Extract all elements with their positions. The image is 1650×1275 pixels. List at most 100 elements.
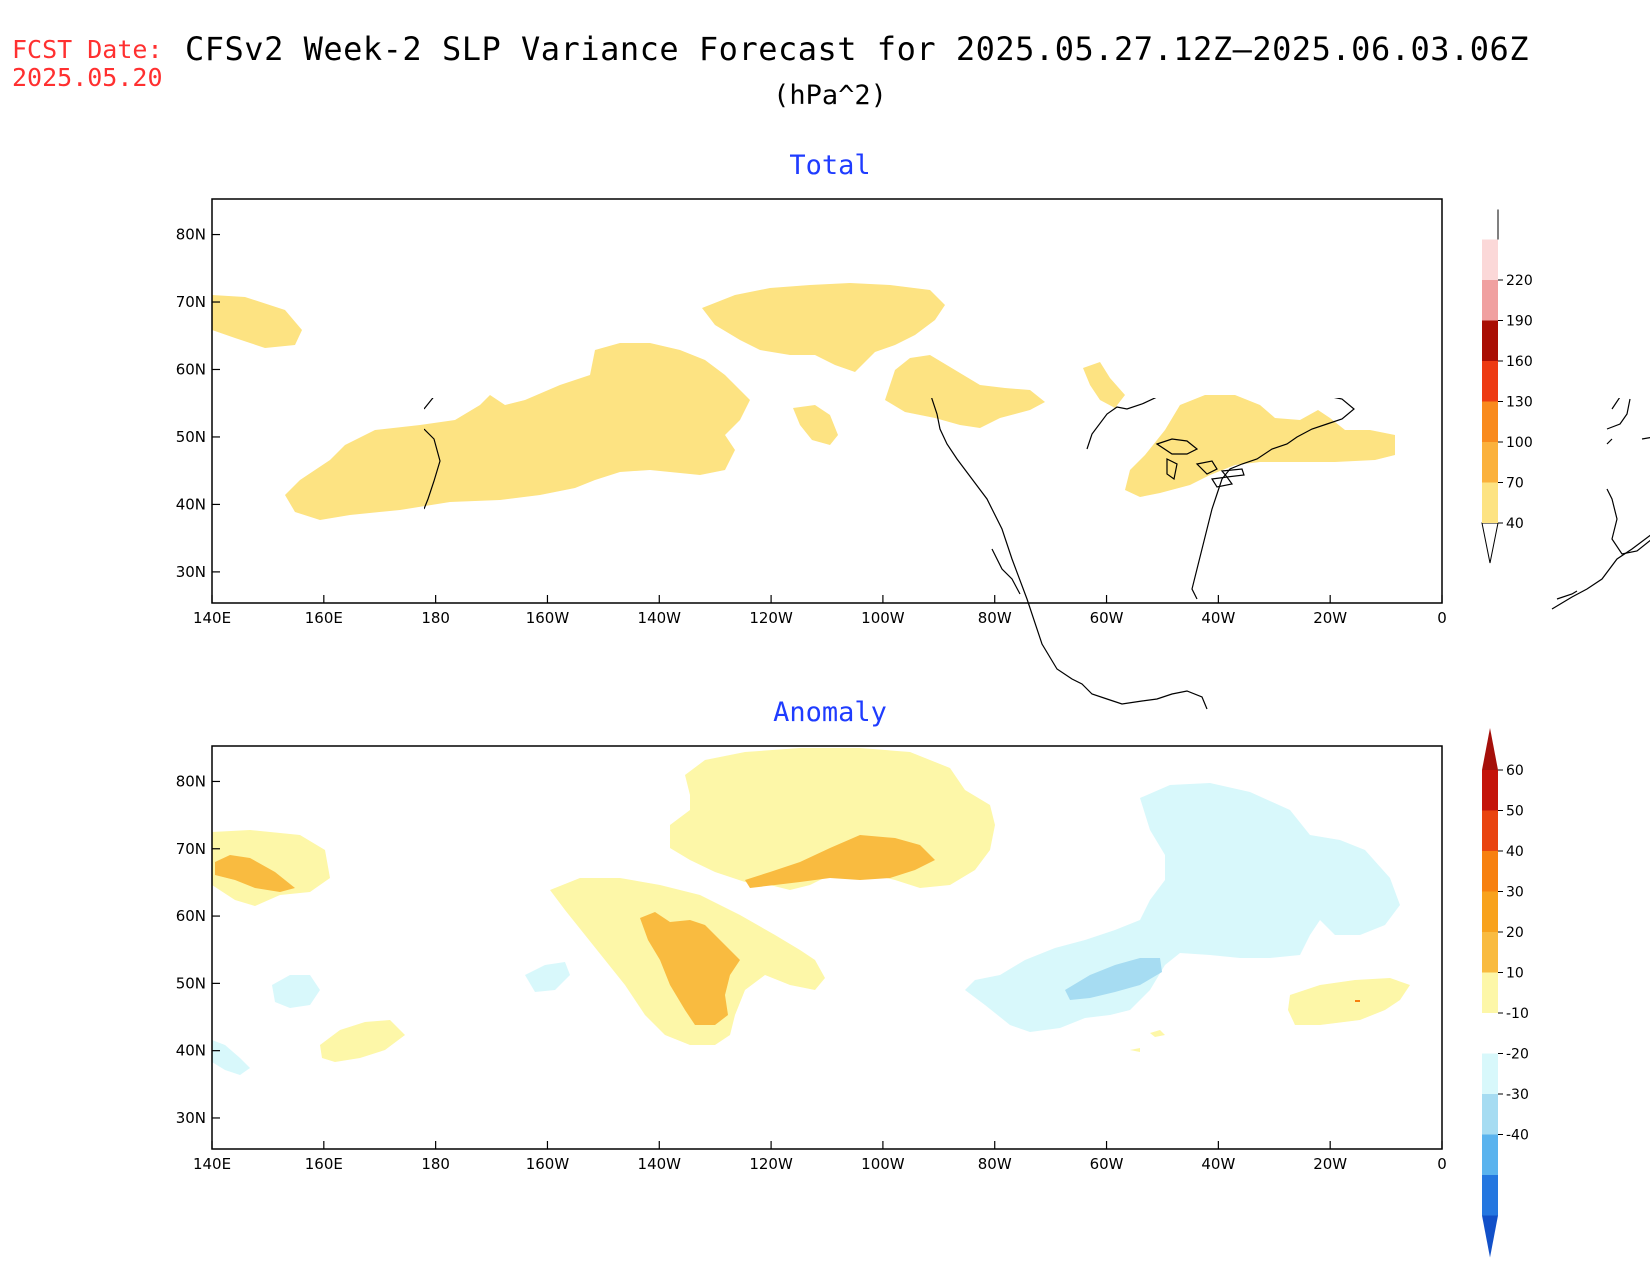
lat-tick-label: 60N: [176, 907, 206, 925]
lon-tick-label: 160E: [305, 1155, 343, 1173]
lat-tick-label: 70N: [176, 293, 206, 311]
lat-tick-label: 30N: [176, 1109, 206, 1127]
shade-neg10-20: [212, 1040, 250, 1075]
colorbar-total-label: 190: [1506, 314, 1533, 330]
shade-neg20-30: [1065, 958, 1162, 1000]
lat-tick-label: 70N: [176, 840, 206, 858]
panel-title-anomaly: Anomaly: [773, 697, 887, 728]
lon-tick-label: 140E: [193, 1155, 231, 1173]
colorbar-anomaly-label: 40: [1506, 844, 1524, 860]
colorbar-total-label: 40: [1506, 516, 1524, 532]
shading-total: [212, 283, 1395, 520]
plot-frame-anomaly: [211, 745, 1443, 1150]
lat-tick-label: 80N: [176, 772, 206, 790]
shade-40-70: [1083, 362, 1125, 408]
colorbar-total-swatch: [1482, 320, 1498, 361]
shading-anomaly: [212, 748, 1410, 1075]
shade-10-20: [1130, 1030, 1165, 1052]
colorbar-total-swatch: [1482, 482, 1498, 523]
colorbar-anomaly-label: 60: [1506, 763, 1524, 779]
shade-20-30: [745, 835, 935, 888]
colorbar-anomaly-swatch: [1482, 891, 1498, 932]
shade-neg10-20: [525, 962, 570, 992]
lon-tick-label: 0: [1437, 1155, 1447, 1173]
forecast-date: FCST Date: 2025.05.20: [12, 36, 163, 92]
colorbar-total-label: 70: [1506, 476, 1524, 492]
shade-40-70: [1125, 395, 1395, 497]
lon-tick-label: 80W: [978, 609, 1012, 627]
colorbar-total-swatch: [1482, 361, 1498, 402]
lon-tick-label: 100W: [861, 609, 905, 627]
colorbar-anomaly-label: 50: [1506, 804, 1524, 820]
lat-tick-label: 40N: [176, 1042, 206, 1060]
lat-tick-label: 60N: [176, 360, 206, 378]
colorbar-anomaly-swatch: [1482, 851, 1498, 892]
forecast-date-value: 2025.05.20: [12, 63, 163, 92]
lon-tick-label: 180: [421, 609, 450, 627]
colorbar-anomaly-swatch: [1482, 810, 1498, 851]
colorbar-anomaly-bottom-arrow: [1482, 1215, 1498, 1258]
lon-tick-label: 160W: [526, 609, 570, 627]
plot-area-total: [212, 199, 1442, 603]
shade-10-20: [1288, 978, 1410, 1025]
plot-frame-total: [211, 198, 1443, 604]
lon-tick-label: 140W: [638, 609, 682, 627]
lon-tick-label: 120W: [749, 1155, 793, 1173]
colorbar-anomaly-swatch: [1482, 1175, 1498, 1216]
lat-tick-label: 30N: [176, 563, 206, 581]
lat-tick-label: 50N: [176, 974, 206, 992]
shade-10-20: [320, 1020, 405, 1062]
chart-title: CFSv2 Week-2 SLP Variance Forecast for 2…: [185, 30, 1530, 68]
colorbar-anomaly-swatch: [1482, 770, 1498, 811]
axes-layer: 30N 40N 50N 60N 70N 80N 140E 160E 180 160W 140W 120…: [176, 226, 1447, 1173]
lon-tick-label: 140W: [638, 1155, 682, 1173]
colorbar-anomaly-label: -40: [1506, 1128, 1529, 1144]
lon-tick-label: 80W: [978, 1155, 1012, 1173]
shade-40-70: [212, 295, 302, 348]
colorbar-anomaly-swatch: [1482, 1053, 1498, 1094]
shade-20-30: [215, 855, 295, 892]
forecast-date-label: FCST Date:: [12, 35, 163, 64]
lon-tick-label: 40W: [1201, 609, 1235, 627]
colorbar-total-label: 220: [1506, 273, 1533, 289]
lon-tick-label: 160W: [526, 1155, 570, 1173]
shade-neg10-20: [272, 975, 320, 1008]
panel-title-total: Total: [789, 150, 871, 181]
colorbar-total-swatch: [1482, 280, 1498, 321]
colorbar-total-swatch: [1482, 239, 1498, 280]
shade-neg10-20: [965, 783, 1400, 1032]
chart-units: (hPa^2): [773, 80, 887, 111]
colorbar-anomaly-swatch: [1482, 972, 1498, 1013]
colorbar-anomaly-swatch: [1482, 1013, 1498, 1054]
colorbar-anomaly-swatch: [1482, 932, 1498, 973]
colorbar-anomaly-label: 20: [1506, 925, 1524, 941]
lon-tick-label: 60W: [1090, 1155, 1124, 1173]
colorbar-total-label: 130: [1506, 395, 1533, 411]
lon-tick-label: 40W: [1201, 1155, 1235, 1173]
colorbar-total-label: 160: [1506, 354, 1533, 370]
shade-40-70: [285, 343, 750, 520]
lon-tick-label: 160E: [305, 609, 343, 627]
lon-tick-label: 20W: [1313, 609, 1347, 627]
shade-10-20: [212, 830, 330, 906]
colorbar-anomaly-label: -30: [1506, 1087, 1529, 1103]
lon-tick-label: 0: [1437, 609, 1447, 627]
lat-tick-label: 80N: [176, 226, 206, 244]
colorbar-total-swatch: [1482, 401, 1498, 442]
colorbar-anomaly-label: -10: [1506, 1006, 1529, 1022]
colorbar-total-swatch: [1482, 442, 1498, 483]
lat-tick-label: 50N: [176, 428, 206, 446]
lon-tick-label: 140E: [193, 609, 231, 627]
colorbar-anomaly-swatch: [1482, 1094, 1498, 1135]
shade-40-70: [885, 355, 1045, 428]
shade-20-30: [640, 912, 740, 1025]
panel-anomaly: [211, 745, 1443, 1150]
lon-tick-label: 100W: [861, 1155, 905, 1173]
lon-tick-label: 20W: [1313, 1155, 1347, 1173]
lon-tick-label: 120W: [749, 609, 793, 627]
colorbar-anomaly-label: 30: [1506, 885, 1524, 901]
colorbar-anomaly-label: 10: [1506, 966, 1524, 982]
lon-tick-label: 60W: [1090, 609, 1124, 627]
colorbar-anomaly-swatch: [1482, 1134, 1498, 1175]
